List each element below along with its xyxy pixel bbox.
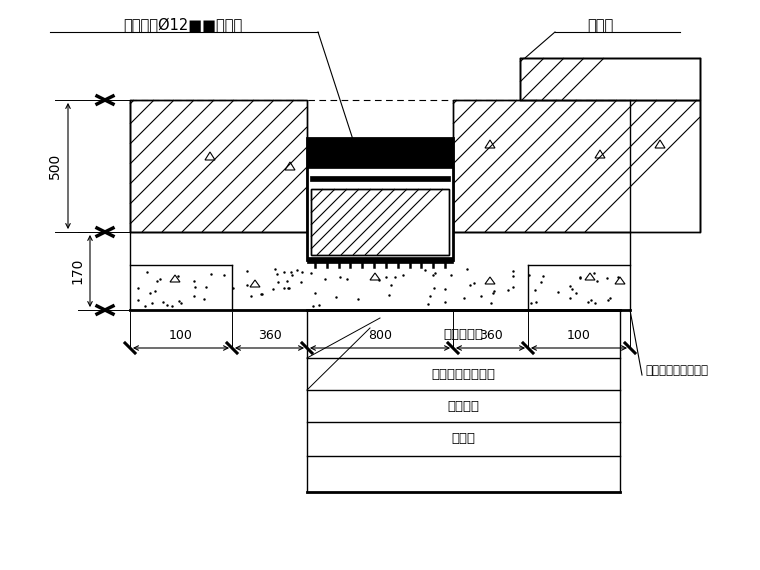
Text: 800: 800 [368,329,392,342]
Bar [307,138,453,260]
Text: 铅丝网: 铅丝网 [587,18,613,33]
Text: 100: 100 [567,329,591,342]
Text: 500: 500 [48,153,62,179]
Bar [307,257,453,263]
Text: 100: 100 [169,329,193,342]
Bar [453,100,700,232]
Bar [130,265,630,310]
Bar [130,100,307,232]
Bar [310,176,450,181]
Text: 170: 170 [70,258,84,284]
Bar [311,189,449,255]
Text: 防水卷材: 防水卷材 [448,400,480,413]
Bar [307,138,453,168]
Bar [520,58,700,100]
Bar [520,58,700,100]
Bar [453,100,700,232]
Text: 360: 360 [258,329,281,342]
Text: 外贴式橡胶止水带: 外贴式橡胶止水带 [432,368,496,381]
Text: 附加双向Ø12■■型盖筋: 附加双向Ø12■■型盖筋 [123,18,242,33]
Text: 360: 360 [479,329,502,342]
Bar [311,189,449,255]
Text: 先浇与底板同标号砼: 先浇与底板同标号砼 [645,364,708,377]
Text: 混凝土底板: 混凝土底板 [444,328,483,340]
Bar [130,100,307,232]
Text: 砼垫层: 砼垫层 [451,433,476,446]
